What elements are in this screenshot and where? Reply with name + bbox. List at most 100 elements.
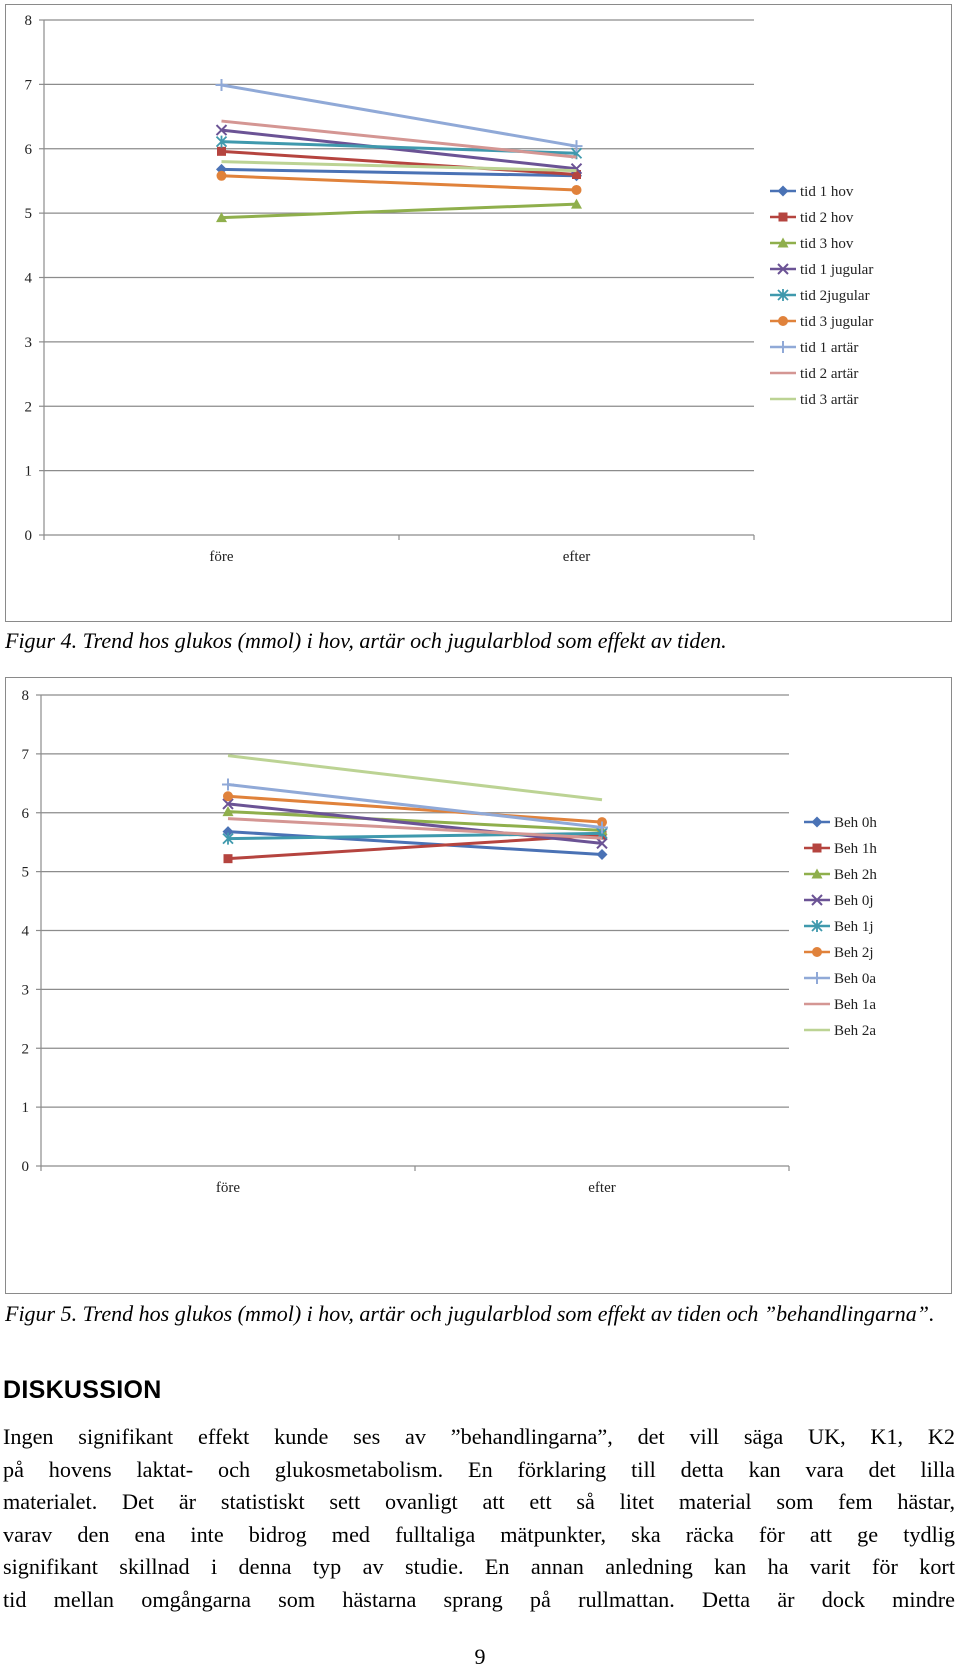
legend-entry: Beh 1a bbox=[804, 997, 876, 1013]
legend-label: Beh 0h bbox=[834, 815, 877, 831]
series-beh-0j bbox=[222, 798, 608, 850]
series-line bbox=[227, 830, 603, 857]
legend-marker bbox=[778, 212, 788, 222]
series-beh-2a bbox=[227, 754, 603, 802]
data-point bbox=[215, 135, 228, 148]
x-tick-label: före bbox=[216, 1180, 240, 1196]
data-point bbox=[222, 826, 234, 838]
legend-entry: tid 2 hov bbox=[770, 210, 854, 226]
legend-entry: tid 2 artär bbox=[770, 366, 858, 382]
data-point bbox=[223, 791, 233, 802]
legend-label: Beh 2j bbox=[834, 945, 874, 961]
series-tid-1-artär bbox=[215, 79, 583, 153]
y-tick-label: 4 bbox=[25, 271, 33, 287]
y-tick-label: 4 bbox=[22, 924, 30, 940]
legend-label: tid 2 artär bbox=[800, 366, 858, 382]
series-line bbox=[227, 810, 603, 832]
y-tick-label: 0 bbox=[22, 1159, 30, 1175]
y-tick-label: 6 bbox=[25, 142, 33, 158]
body-line: signifikant skillnad i denna typ av stud… bbox=[3, 1554, 955, 1580]
legend-label: tid 1 hov bbox=[800, 184, 854, 200]
series-line bbox=[221, 174, 577, 192]
body-paragraph: Ingen signifikant effekt kunde ses av ”b… bbox=[3, 1421, 955, 1617]
data-point bbox=[570, 140, 583, 153]
y-tick-label: 3 bbox=[25, 335, 33, 351]
y-tick-label: 7 bbox=[22, 747, 30, 763]
series-beh-0a bbox=[222, 778, 608, 834]
series-line bbox=[227, 817, 603, 840]
data-point bbox=[215, 124, 228, 136]
body-line: materialet. Det är statistiskt sett ovan… bbox=[3, 1489, 955, 1515]
y-tick-label: 8 bbox=[22, 688, 30, 704]
legend-entry: tid 2jugular bbox=[770, 288, 870, 304]
legend-entry: Beh 2a bbox=[804, 1023, 876, 1039]
data-point bbox=[596, 821, 608, 834]
data-point bbox=[222, 778, 234, 791]
data-point bbox=[216, 170, 227, 181]
page-number: 9 bbox=[474, 1644, 486, 1669]
legend-entry: Beh 2j bbox=[804, 945, 874, 961]
figure-4-chart: 0 1 2 3 4 5 6 7 8 före efter tid 1 hov tid 2 hov tid … bbox=[5, 4, 952, 622]
series-line bbox=[221, 119, 577, 159]
body-line: varav den ena inte bidrog med fulltaliga… bbox=[3, 1521, 955, 1547]
legend-marker bbox=[812, 947, 822, 957]
legend-marker bbox=[811, 868, 823, 879]
y-tick-label: 2 bbox=[22, 1041, 30, 1057]
legend-label: Beh 2a bbox=[834, 1023, 876, 1039]
legend-entry: tid 1 jugular bbox=[770, 262, 873, 278]
series-tid-3-hov bbox=[216, 198, 582, 223]
data-point bbox=[596, 837, 608, 850]
x-tick-label: efter bbox=[588, 1180, 615, 1196]
series-line bbox=[221, 202, 577, 220]
y-tick-label: 5 bbox=[25, 206, 33, 222]
y-tick-label: 1 bbox=[22, 1100, 30, 1116]
y-tick-label: 5 bbox=[22, 865, 30, 881]
legend-marker bbox=[777, 341, 789, 353]
data-point bbox=[217, 146, 226, 156]
legend-marker bbox=[777, 263, 789, 275]
legend-entry: tid 3 jugular bbox=[770, 314, 873, 330]
legend-label: tid 1 jugular bbox=[800, 262, 873, 278]
legend-label: Beh 2h bbox=[834, 867, 877, 883]
series-line bbox=[221, 160, 577, 173]
section-heading: DISKUSSION bbox=[3, 1376, 162, 1404]
legend-label: tid 3 jugular bbox=[800, 314, 873, 330]
body-line: tid mellan omgångarna som hästarna spran… bbox=[3, 1586, 955, 1612]
data-point bbox=[216, 212, 227, 223]
body-line: Ingen signifikant effekt kunde ses av ”b… bbox=[3, 1424, 955, 1449]
series-tid-2-hov bbox=[217, 146, 581, 179]
series-tid-3-jugular bbox=[216, 170, 582, 195]
series-tid-2-artär bbox=[221, 119, 577, 159]
data-point bbox=[572, 170, 581, 179]
series-tid-3-artär bbox=[221, 160, 577, 173]
y-tick-label: 1 bbox=[25, 464, 33, 480]
figure-5-caption: Figur 5. Trend hos glukos (mmol) i hov, … bbox=[5, 1301, 935, 1326]
legend-entry: tid 1 hov bbox=[770, 184, 854, 200]
body-line: på hovens laktat- och glukosmetabolism. … bbox=[3, 1456, 955, 1482]
legend-marker bbox=[777, 289, 789, 301]
series-beh-0h bbox=[222, 826, 608, 861]
x-tick-label: före bbox=[209, 549, 233, 565]
data-point bbox=[596, 849, 608, 861]
legend-entry: Beh 1j bbox=[804, 919, 874, 935]
data-point bbox=[222, 832, 234, 845]
figure-4-svg: 0 1 2 3 4 5 6 7 8 före efter tid 1 hov tid 2 hov tid … bbox=[25, 13, 874, 565]
legend-label: Beh 0j bbox=[834, 893, 874, 909]
legend-label: Beh 1h bbox=[834, 841, 877, 857]
legend-label: tid 3 artär bbox=[800, 392, 858, 408]
y-tick-label: 3 bbox=[22, 982, 30, 998]
legend-entry: Beh 0j bbox=[804, 893, 874, 909]
legend-entry: tid 1 artär bbox=[770, 340, 858, 356]
legend-label: tid 2jugular bbox=[800, 288, 870, 304]
legend-marker bbox=[812, 843, 822, 853]
legend-label: Beh 1a bbox=[834, 997, 876, 1013]
series-line bbox=[227, 794, 603, 824]
data-point bbox=[222, 806, 234, 817]
y-tick-label: 8 bbox=[25, 13, 33, 29]
legend-entry: tid 3 hov bbox=[770, 236, 854, 252]
legend-entry: Beh 1h bbox=[804, 841, 877, 857]
series-line bbox=[227, 802, 603, 845]
data-point bbox=[571, 198, 582, 209]
series-line bbox=[221, 83, 577, 148]
legend-label: tid 2 hov bbox=[800, 210, 854, 226]
